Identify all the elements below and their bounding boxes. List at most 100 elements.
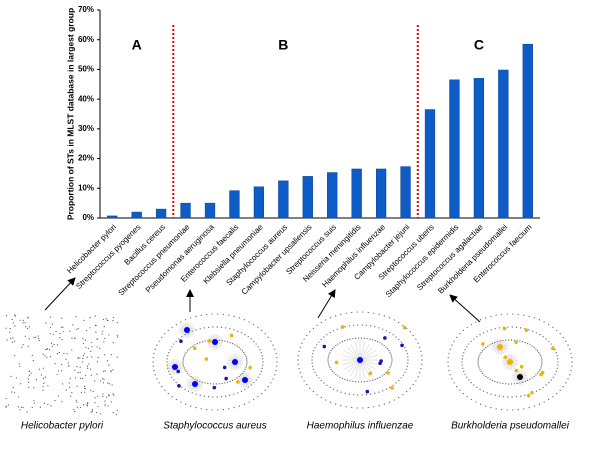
network-node xyxy=(335,344,337,347)
network-node xyxy=(330,349,332,352)
network-node xyxy=(60,326,62,328)
network-node xyxy=(529,378,531,380)
network-node xyxy=(297,359,299,361)
network-node xyxy=(528,315,530,317)
network-node xyxy=(85,346,87,349)
network-node xyxy=(248,365,252,370)
network-node xyxy=(312,390,314,393)
network-node xyxy=(313,350,315,352)
network-node xyxy=(210,383,212,385)
network-node xyxy=(182,359,184,361)
network-node xyxy=(76,385,78,387)
network-node xyxy=(94,397,96,399)
network-node xyxy=(406,390,408,393)
network-node xyxy=(229,342,231,344)
network-node xyxy=(206,313,208,316)
network-edge xyxy=(359,347,373,361)
network-node xyxy=(47,403,49,406)
network-node xyxy=(340,391,342,393)
network-node xyxy=(556,355,558,357)
network-node xyxy=(90,411,92,413)
network-node xyxy=(116,334,118,337)
network-node xyxy=(106,396,108,398)
network-node xyxy=(548,381,550,384)
network-node xyxy=(405,350,407,352)
network-node xyxy=(42,385,44,388)
network-node xyxy=(190,405,192,407)
network-node xyxy=(312,327,314,330)
network-node xyxy=(27,378,30,380)
network-node xyxy=(5,397,7,400)
network-node xyxy=(264,389,266,391)
network-node xyxy=(79,357,81,359)
network-node xyxy=(169,373,171,375)
network-node xyxy=(195,315,197,317)
network-node xyxy=(320,379,322,382)
bar xyxy=(229,190,240,219)
network-node xyxy=(540,367,542,369)
network-node xyxy=(390,386,394,390)
network-node xyxy=(111,384,113,386)
network-node xyxy=(348,393,350,395)
network-node xyxy=(456,336,458,338)
network-node xyxy=(351,406,353,409)
bar xyxy=(278,180,289,219)
network-node xyxy=(257,346,259,348)
network-node xyxy=(218,339,220,341)
network-node xyxy=(44,355,46,357)
network-edge xyxy=(350,344,361,361)
network-node xyxy=(28,374,31,376)
network-node xyxy=(373,312,375,314)
network-node xyxy=(298,367,300,370)
network-node xyxy=(196,343,198,345)
network-node xyxy=(378,327,380,329)
network-node xyxy=(447,361,449,363)
network-node xyxy=(77,372,79,374)
network-node xyxy=(402,394,404,396)
y-tick-label: 70% xyxy=(78,5,94,14)
network-node xyxy=(420,367,422,370)
network-node xyxy=(341,377,343,379)
network-node xyxy=(379,359,383,363)
network-node xyxy=(50,342,53,344)
network-node xyxy=(86,329,88,332)
network-node xyxy=(89,368,92,370)
network-node xyxy=(116,409,118,412)
bar xyxy=(351,168,362,219)
network-node xyxy=(550,379,552,381)
network-node xyxy=(204,382,206,384)
network-node xyxy=(153,369,155,372)
network-node xyxy=(184,369,186,371)
network-node xyxy=(17,396,20,398)
network-node xyxy=(49,333,51,335)
network-node xyxy=(100,413,102,415)
network-node xyxy=(171,376,173,378)
network-node xyxy=(301,376,303,378)
network-node xyxy=(68,365,70,367)
network-node xyxy=(571,361,573,363)
network-node xyxy=(517,408,519,411)
network-node xyxy=(512,409,514,411)
network-node xyxy=(53,343,55,346)
network-node xyxy=(40,374,43,376)
network-node xyxy=(253,398,255,401)
network-node xyxy=(456,386,458,388)
network-edge xyxy=(347,359,361,373)
network-node xyxy=(352,394,355,396)
network-node xyxy=(332,388,335,390)
network-node xyxy=(329,367,331,369)
bar xyxy=(375,168,387,219)
network-node xyxy=(224,376,228,381)
network-node xyxy=(262,364,264,366)
network-node xyxy=(473,384,475,386)
network-node xyxy=(24,322,26,324)
network-node xyxy=(318,341,320,343)
network-node xyxy=(519,364,524,369)
network-node xyxy=(468,379,470,381)
network-node xyxy=(489,344,491,346)
network-node xyxy=(391,359,393,361)
network-node xyxy=(6,339,8,341)
network-node xyxy=(112,369,114,371)
network-node xyxy=(212,326,214,328)
network-node xyxy=(192,346,197,351)
